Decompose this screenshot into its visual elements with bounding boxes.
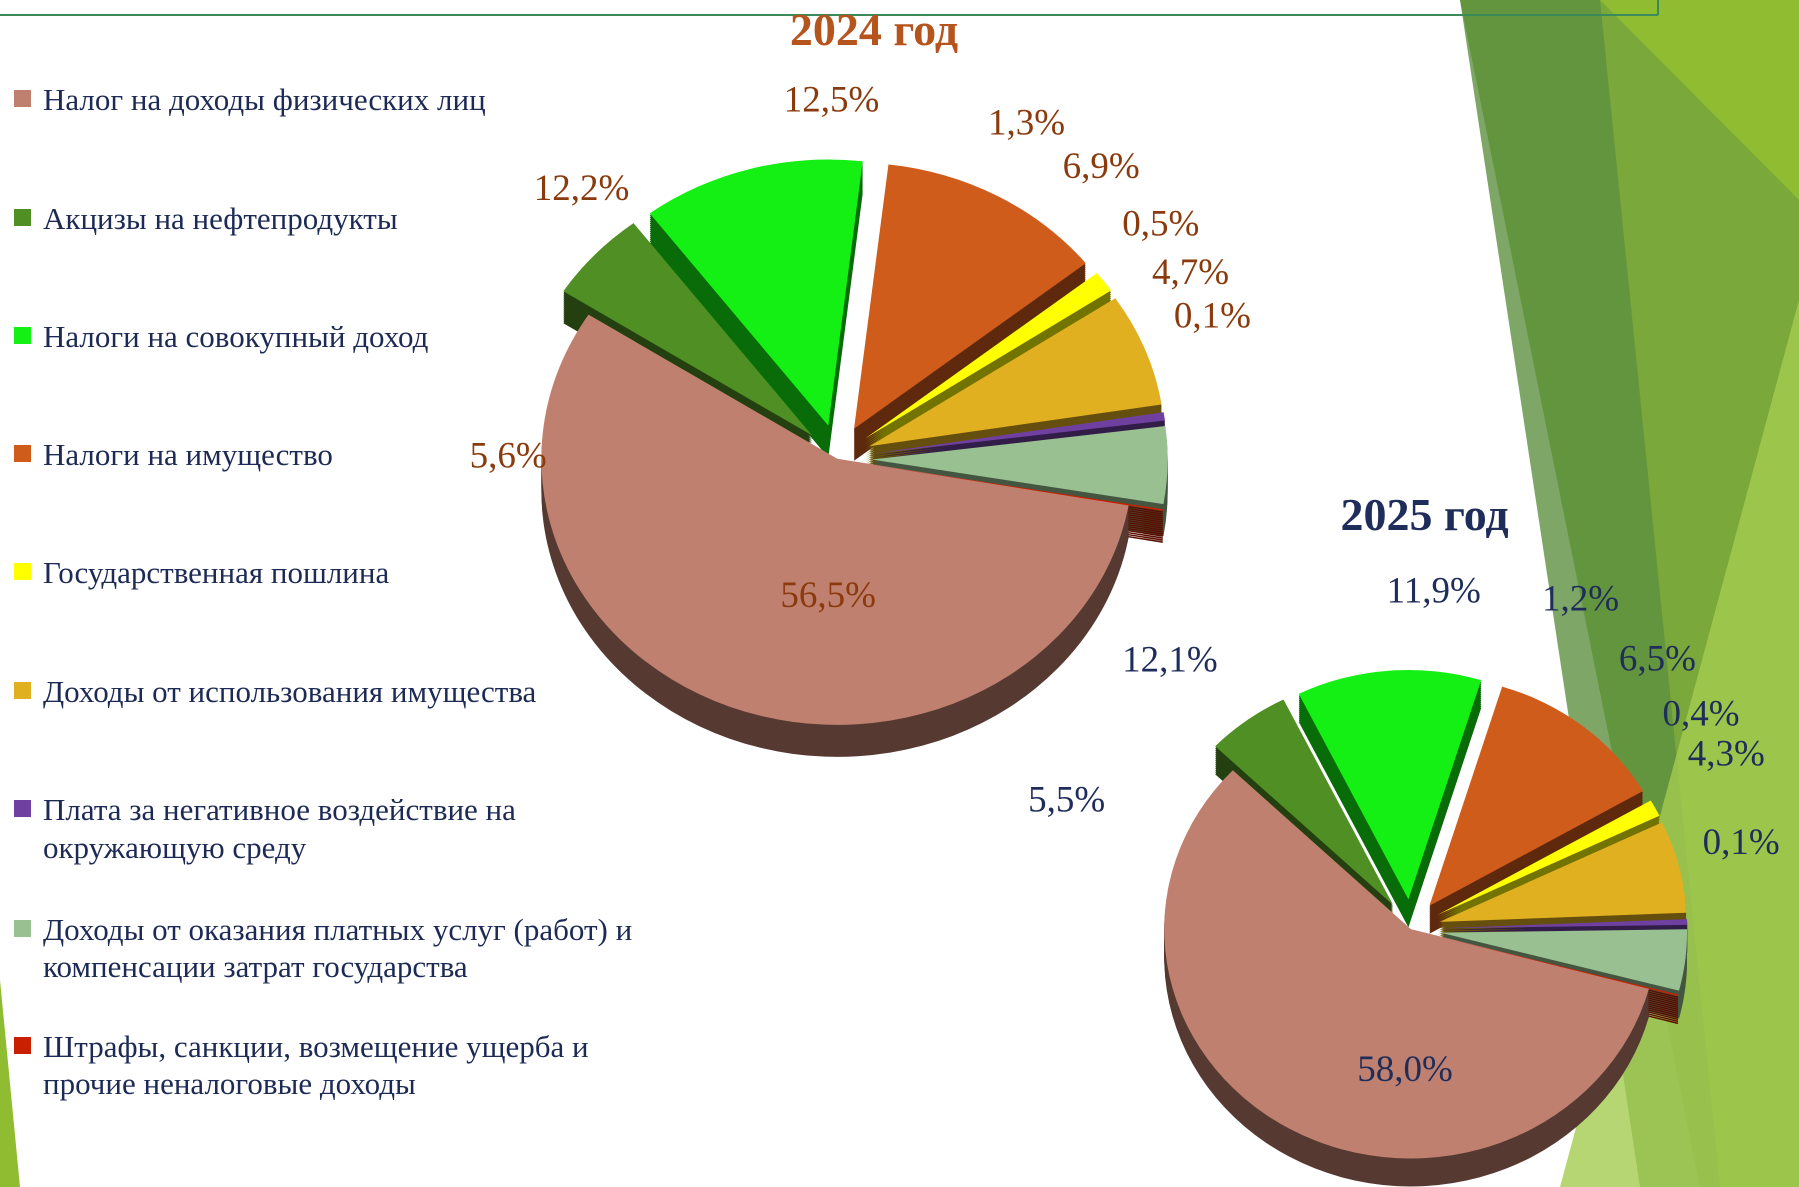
data-label: 4,7% <box>1152 252 1229 293</box>
legend-item: Плата за негативное воздействие на окруж… <box>14 791 674 865</box>
legend-item: Государственная пошлина <box>14 554 674 591</box>
data-label: 58,0% <box>1357 1049 1453 1090</box>
legend-item: Налоги на имущество <box>14 436 674 473</box>
data-label: 56,5% <box>780 575 876 616</box>
data-label: 6,9% <box>1063 146 1140 187</box>
legend-label: Государственная пошлина <box>43 554 389 591</box>
legend-item: Налог на доходы физических лиц <box>14 81 674 118</box>
legend-item: Акцизы на нефтепродукты <box>14 200 674 237</box>
legend-label: Доходы от использования имущества <box>43 673 536 710</box>
legend-swatch <box>14 327 31 344</box>
data-label: 5,5% <box>1028 779 1105 820</box>
data-label: 11,9% <box>1387 571 1481 612</box>
legend-item: Доходы от использования имущества <box>14 673 674 710</box>
data-label: 12,1% <box>1122 639 1218 680</box>
chart-title: 2024 год <box>790 4 958 55</box>
legend-label: Акцизы на нефтепродукты <box>43 200 398 237</box>
legend-label: Налог на доходы физических лиц <box>43 81 486 118</box>
chart: 2024 год56,5%5,6%12,2%12,5%1,3%6,9%0,5%4… <box>0 0 1799 1187</box>
chart-title: 2025 год <box>1340 489 1508 540</box>
data-label: 1,2% <box>1542 579 1619 620</box>
page: 2024 год56,5%5,6%12,2%12,5%1,3%6,9%0,5%4… <box>0 0 1799 1187</box>
data-label: 0,5% <box>1122 204 1199 245</box>
data-label: 4,3% <box>1688 734 1765 775</box>
legend-swatch <box>14 445 31 462</box>
data-label: 0,4% <box>1662 693 1739 734</box>
legend-swatch <box>14 90 31 107</box>
legend-label: Плата за негативное воздействие на окруж… <box>43 791 674 865</box>
legend-swatch <box>14 563 31 580</box>
data-label: 0,1% <box>1703 822 1780 863</box>
legend-swatch <box>14 920 31 937</box>
legend-swatch <box>14 209 31 226</box>
legend-label: Налоги на имущество <box>43 436 333 473</box>
legend-label: Налоги на совокупный доход <box>43 318 428 355</box>
data-label: 1,3% <box>988 103 1065 144</box>
legend-item: Налоги на совокупный доход <box>14 318 674 355</box>
legend-label: Штрафы, санкции, возмещение ущерба и про… <box>43 1028 674 1102</box>
legend-item: Доходы от оказания платных услуг (работ)… <box>14 911 674 985</box>
data-label: 6,5% <box>1619 638 1696 679</box>
data-label: 0,1% <box>1174 295 1251 336</box>
legend-swatch <box>14 800 31 817</box>
legend-label: Доходы от оказания платных услуг (работ)… <box>43 911 674 985</box>
legend-swatch <box>14 682 31 699</box>
legend-item: Штрафы, санкции, возмещение ущерба и про… <box>14 1028 674 1102</box>
legend-swatch <box>14 1037 31 1054</box>
data-label: 12,5% <box>784 80 880 121</box>
